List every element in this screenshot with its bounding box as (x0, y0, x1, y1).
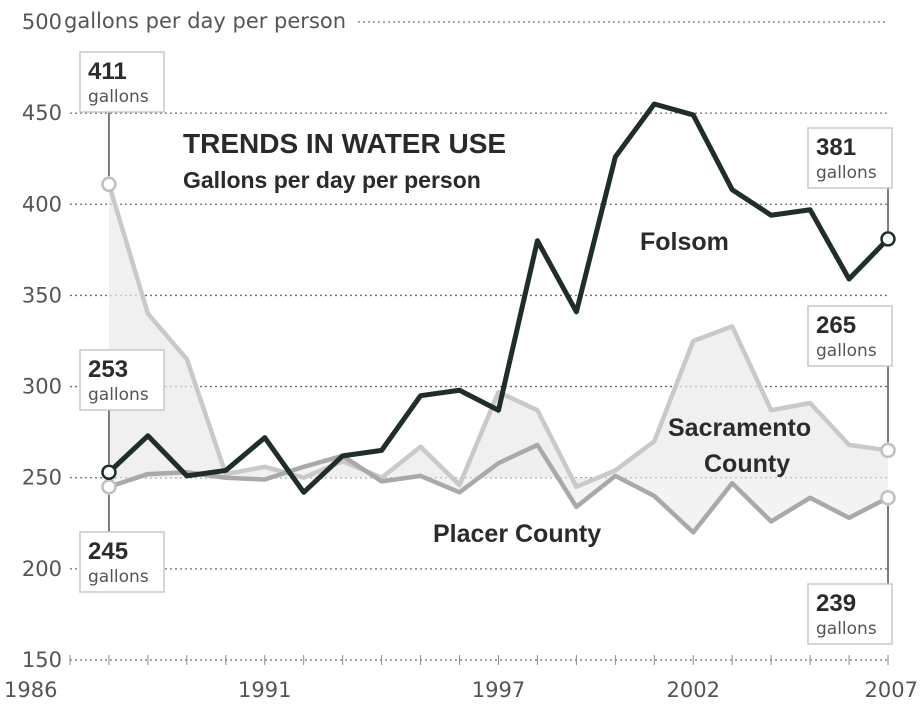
callout-value-sac-start: 411 (88, 58, 127, 85)
y-tick-label-400: 400 (22, 192, 62, 216)
callout-value-placer-end: 239 (816, 590, 856, 617)
callout-unit-placer-start: gallons (88, 567, 149, 587)
endpoint-folsom-0 (101, 464, 117, 480)
x-tick-label-1991: 1991 (238, 678, 291, 702)
series-label-placer: Placer County (433, 520, 601, 548)
series-fill-areas (108, 184, 888, 533)
y-tick-label-300: 300 (22, 375, 62, 399)
callout-box-sac-start (79, 51, 165, 113)
y-tick-label-200: 200 (22, 557, 62, 581)
y-axis-top-label: gallons per day per person (64, 9, 346, 33)
endpoint-sacramento-county-20 (880, 442, 896, 459)
y-tick-label-150: 150 (22, 648, 62, 672)
endpoint-placer-county-20 (880, 490, 896, 506)
x-tick-label-1997: 1997 (472, 678, 525, 702)
x-tick-label-2007: 2007 (865, 678, 918, 702)
y-axis-ticks: 150 200 250 300 350 400 450 500 (22, 10, 62, 672)
callout-value-sac-end: 265 (816, 312, 856, 339)
series-line-folsom (106, 101, 891, 495)
callout-value-placer-start: 245 (88, 538, 128, 565)
gridlines (70, 21, 888, 661)
x-tick-label-2002: 2002 (667, 678, 720, 702)
endpoint-placer-county-0 (101, 479, 117, 495)
callout-box-folsom-end (807, 127, 893, 189)
series-points (101, 176, 896, 506)
callout-box-folsom-start (79, 349, 165, 411)
y-tick-label-450: 450 (22, 101, 62, 125)
y-tick-label-350: 350 (22, 283, 62, 307)
callout-box-placer-end (807, 583, 893, 645)
chart-subtitle: Gallons per day per person (183, 167, 481, 193)
chart-title: TRENDS IN WATER USE (183, 128, 506, 159)
callout-unit-placer-end: gallons (816, 619, 877, 639)
callout-unit-sac-end: gallons (816, 341, 877, 361)
sacramento-fill-area (108, 184, 888, 487)
y-tick-label-250: 250 (22, 466, 62, 490)
x-axis-ticks: 1986 1991 1997 2002 2007 (4, 655, 918, 702)
series-lines (106, 101, 891, 535)
series-line-sacramento-county (106, 181, 891, 490)
callout-unit-folsom-end: gallons (816, 163, 877, 183)
series-line-placer-county (106, 442, 891, 535)
series-label-folsom: Folsom (640, 228, 729, 256)
callout-value-folsom-start: 253 (88, 356, 128, 383)
callout-unit-folsom-start: gallons (88, 385, 149, 405)
callout-unit-sac-start: gallons (88, 87, 149, 107)
endpoint-sacramento-county-0 (101, 176, 117, 192)
callout-box-placer-start (79, 531, 165, 593)
callout-box-sac-end (807, 305, 893, 367)
callout-value-folsom-end: 381 (816, 134, 856, 161)
series-label-sacramento-line1: Sacramento (668, 414, 811, 442)
y-tick-label-500: 500 (22, 10, 62, 34)
x-tick-label-1986: 1986 (4, 678, 57, 702)
series-label-sacramento-line2: County (704, 450, 790, 478)
endpoint-folsom-20 (880, 231, 896, 247)
value-callouts: 411gallons253gallons245gallons381gallons… (79, 51, 893, 645)
